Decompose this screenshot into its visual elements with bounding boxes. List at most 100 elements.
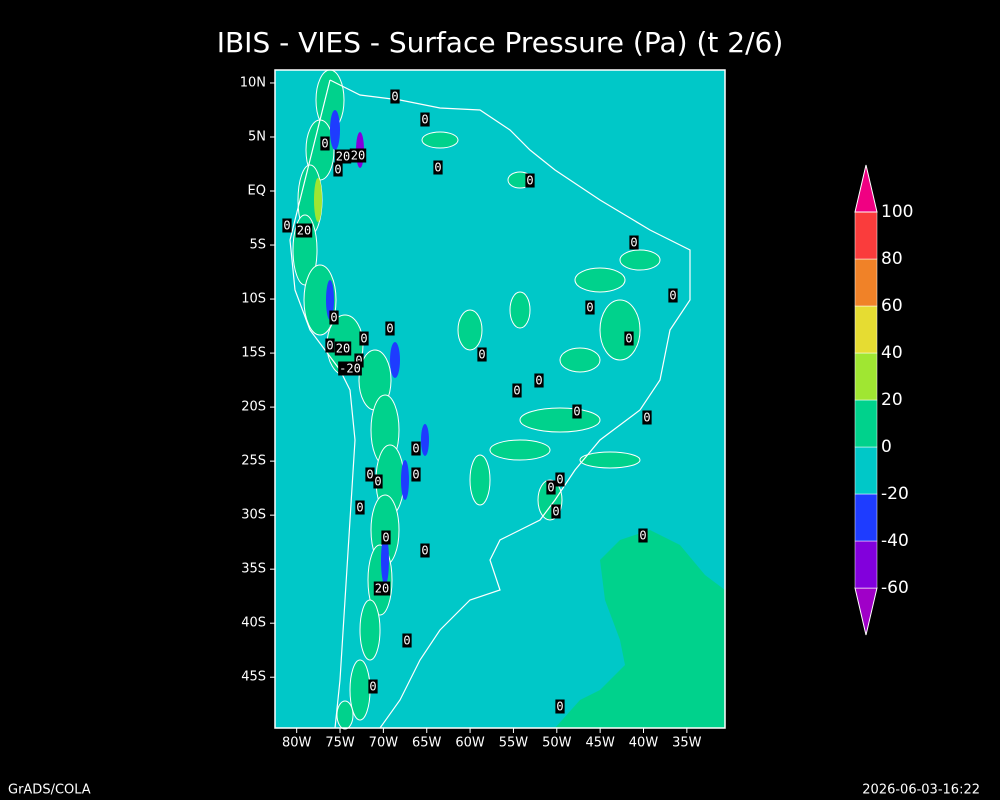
contour-patch — [519, 407, 601, 433]
colorbar-label: 40 — [881, 343, 903, 363]
contour-patch — [390, 342, 400, 378]
colorbar-label: 60 — [881, 296, 903, 316]
contour-label: 0 — [412, 442, 419, 456]
contour-label-box — [402, 633, 412, 648]
contour-patch — [599, 299, 641, 361]
colorbar-segment — [854, 399, 878, 448]
contour-label: 0 — [283, 219, 290, 233]
y-tick-label: 35S — [241, 562, 266, 577]
contour-label-box — [381, 530, 391, 545]
contour-label: 0 — [643, 411, 650, 425]
coastline — [329, 79, 691, 729]
contour-label: -20 — [339, 362, 361, 376]
contour-label: 0 — [586, 301, 593, 315]
colorbar-label: -20 — [881, 484, 909, 504]
contour-label: 0 — [535, 374, 542, 388]
colorbar-label: -60 — [881, 578, 909, 598]
x-tick-label: 60W — [455, 736, 485, 751]
y-tick-label: 15S — [241, 346, 266, 361]
contour-label: 0 — [556, 700, 563, 714]
contour-patch — [336, 700, 354, 730]
colorbar-label: -40 — [881, 531, 909, 551]
contour-label-box — [295, 223, 313, 238]
y-tick-label: 10N — [240, 75, 266, 90]
contour-label-box — [411, 441, 421, 456]
contour-label-box — [385, 321, 395, 336]
contour-label-box — [368, 679, 378, 694]
y-tick-label: 5S — [249, 238, 266, 253]
contour-patch — [619, 249, 661, 271]
contour-label: 0 — [513, 384, 520, 398]
contour-label: 0 — [421, 113, 428, 127]
x-tick-label: 50W — [542, 736, 572, 751]
y-tick-label: 10S — [241, 292, 266, 307]
contour-label-box — [349, 148, 367, 163]
x-tick-label: 65W — [412, 736, 442, 751]
contour-label: 0 — [369, 680, 376, 694]
contour-label-box — [642, 410, 652, 425]
contour-label: 0 — [478, 348, 485, 362]
contour-patch — [401, 460, 409, 500]
contour-label-box — [668, 288, 678, 303]
contour-label-box — [420, 112, 430, 127]
contour-patch — [421, 131, 459, 149]
contour-patch — [469, 454, 491, 506]
colorbar-segment — [854, 305, 878, 354]
contour-label: 0 — [330, 311, 337, 325]
colorbar-label: 80 — [881, 249, 903, 269]
contour-label-box — [355, 500, 365, 515]
contour-label-box — [551, 504, 561, 519]
colorbar-segment — [854, 493, 878, 542]
contour-patch — [326, 280, 334, 320]
contour-label-box — [585, 300, 595, 315]
x-tick-label: 45W — [585, 736, 615, 751]
contour-label: 0 — [321, 137, 328, 151]
contour-label: 0 — [556, 473, 563, 487]
contour-label-box — [420, 543, 430, 558]
contour-label: 0 — [403, 634, 410, 648]
contour-label-box — [638, 528, 648, 543]
contour-label-box — [534, 373, 544, 388]
contour-label-box — [325, 338, 335, 353]
contour-label-box — [329, 310, 339, 325]
contour-label-box — [433, 160, 443, 175]
contour-label-box — [373, 581, 391, 596]
x-tick-label: 70W — [369, 736, 399, 751]
contour-patch — [559, 347, 601, 373]
contour-label: 0 — [391, 90, 398, 104]
contour-patch — [489, 439, 551, 461]
y-tick-label: 5N — [248, 129, 266, 144]
colorbar-triangle — [854, 164, 878, 213]
contour-label-box — [629, 235, 639, 250]
contour-label: 0 — [526, 174, 533, 188]
contour-label: 0 — [547, 481, 554, 495]
contour-label: 0 — [355, 354, 362, 368]
contour-label: 0 — [374, 475, 381, 489]
y-tick-label: 40S — [241, 616, 266, 631]
colorbar-segment — [854, 540, 878, 589]
contour-patch — [314, 178, 322, 222]
x-tick-label: 55W — [499, 736, 529, 751]
contour-label: 20 — [351, 149, 365, 163]
contour-label: 0 — [382, 531, 389, 545]
contour-label-box — [572, 404, 582, 419]
contour-label-box — [512, 383, 522, 398]
contour-label: 0 — [669, 289, 676, 303]
contour-patch — [574, 267, 626, 293]
contour-label: 0 — [326, 339, 333, 353]
contour-label-box — [390, 89, 400, 104]
contour-label: 0 — [573, 405, 580, 419]
contour-label-box — [320, 136, 330, 151]
colorbar-label: 0 — [881, 437, 892, 457]
contour-label: 20 — [375, 582, 389, 596]
contour-label: 0 — [366, 468, 373, 482]
contour-label-box — [525, 173, 535, 188]
contour-label-box — [555, 472, 565, 487]
contour-patch — [303, 264, 337, 336]
contour-label-box — [624, 331, 634, 346]
contour-label-box — [555, 699, 565, 714]
contour-label: 0 — [412, 468, 419, 482]
footer-left: GrADS/COLA — [8, 783, 91, 798]
y-tick-label: 30S — [241, 508, 266, 523]
